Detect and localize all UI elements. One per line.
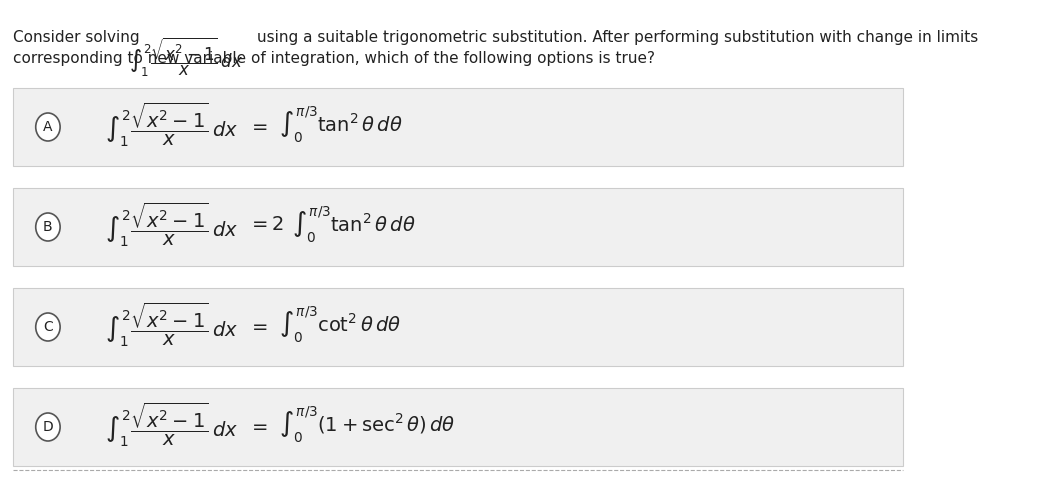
Text: $=$: $=$ [248, 415, 268, 434]
Text: $\int_{1}^{2}\dfrac{\sqrt{x^2-1}}{x}\,dx$: $\int_{1}^{2}\dfrac{\sqrt{x^2-1}}{x}\,dx… [104, 101, 239, 149]
Text: B: B [43, 220, 53, 234]
Text: $=$: $=$ [248, 116, 268, 135]
Circle shape [36, 213, 60, 241]
Text: $\int_{1}^{2}\dfrac{\sqrt{x^2-1}}{x}\,dx$: $\int_{1}^{2}\dfrac{\sqrt{x^2-1}}{x}\,dx… [129, 36, 243, 80]
Text: $=$: $=$ [248, 316, 268, 334]
Text: C: C [43, 320, 53, 334]
FancyBboxPatch shape [13, 388, 903, 466]
Text: A: A [43, 120, 53, 134]
Circle shape [36, 113, 60, 141]
Circle shape [36, 413, 60, 441]
Text: $\int_{0}^{\pi/3}(1+\sec^2\theta)\,d\theta$: $\int_{0}^{\pi/3}(1+\sec^2\theta)\,d\the… [279, 405, 455, 445]
Text: $\int_{1}^{2}\dfrac{\sqrt{x^2-1}}{x}\,dx$: $\int_{1}^{2}\dfrac{\sqrt{x^2-1}}{x}\,dx… [104, 201, 239, 249]
Text: $\int_{0}^{\pi/3}\tan^2\theta\,d\theta$: $\int_{0}^{\pi/3}\tan^2\theta\,d\theta$ [292, 205, 416, 245]
Text: $= 2$: $= 2$ [248, 216, 285, 235]
Text: $\int_{0}^{\pi/3}\tan^2\theta\,d\theta$: $\int_{0}^{\pi/3}\tan^2\theta\,d\theta$ [279, 105, 403, 145]
Text: using a suitable trigonometric substitution. After performing substitution with : using a suitable trigonometric substitut… [257, 30, 978, 45]
Text: $\int_{0}^{\pi/3}\cot^2\theta\,d\theta$: $\int_{0}^{\pi/3}\cot^2\theta\,d\theta$ [279, 305, 401, 345]
FancyBboxPatch shape [13, 188, 903, 266]
Text: Consider solving: Consider solving [13, 30, 140, 45]
FancyBboxPatch shape [13, 88, 903, 166]
Text: $\int_{1}^{2}\dfrac{\sqrt{x^2-1}}{x}\,dx$: $\int_{1}^{2}\dfrac{\sqrt{x^2-1}}{x}\,dx… [104, 301, 239, 349]
Text: $\int_{1}^{2}\dfrac{\sqrt{x^2-1}}{x}\,dx$: $\int_{1}^{2}\dfrac{\sqrt{x^2-1}}{x}\,dx… [104, 401, 239, 449]
FancyBboxPatch shape [13, 288, 903, 366]
Circle shape [36, 313, 60, 341]
Text: corresponding to new variable of integration, which of the following options is : corresponding to new variable of integra… [13, 51, 655, 66]
Text: D: D [42, 420, 54, 434]
